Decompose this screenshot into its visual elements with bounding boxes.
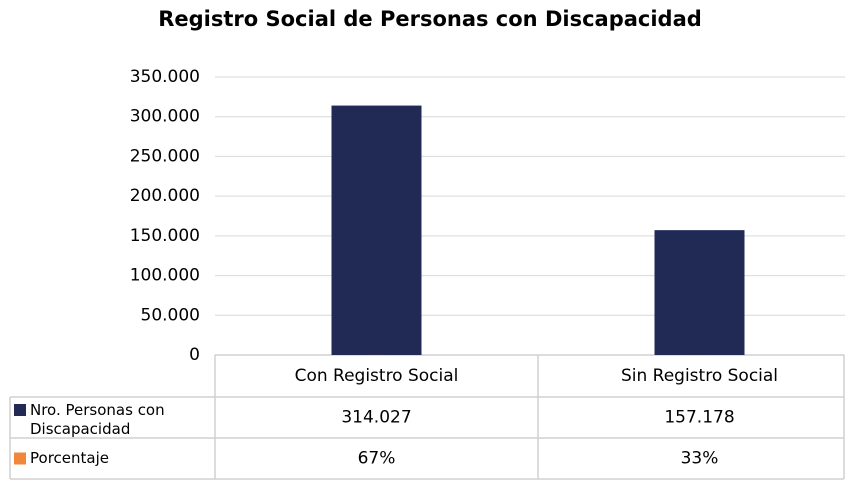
y-tick-label: 150.000 xyxy=(130,226,200,246)
y-tick-label: 200.000 xyxy=(130,186,200,206)
y-tick-label: 50.000 xyxy=(141,305,200,325)
y-tick-label: 350.000 xyxy=(130,67,200,87)
y-tick-label: 100.000 xyxy=(130,266,200,286)
legend-label: Porcentaje xyxy=(30,449,109,467)
legend-swatch xyxy=(14,452,26,465)
legend-swatch xyxy=(14,404,26,416)
table-value: 33% xyxy=(681,449,719,469)
y-tick-label: 300.000 xyxy=(130,107,200,127)
bar xyxy=(654,230,745,355)
bar xyxy=(331,105,422,355)
x-tick-label: Sin Registro Social xyxy=(621,366,778,386)
y-tick-label: 250.000 xyxy=(130,146,200,166)
table-value: 314.027 xyxy=(341,408,411,428)
legend-label: Nro. Personas con Discapacidad xyxy=(30,401,165,438)
chart-title: Registro Social de Personas con Discapac… xyxy=(158,7,702,31)
table-value: 157.178 xyxy=(664,408,734,428)
y-tick-label: 0 xyxy=(189,345,200,365)
x-tick-label: Con Registro Social xyxy=(295,366,459,386)
table-value: 67% xyxy=(358,449,396,469)
